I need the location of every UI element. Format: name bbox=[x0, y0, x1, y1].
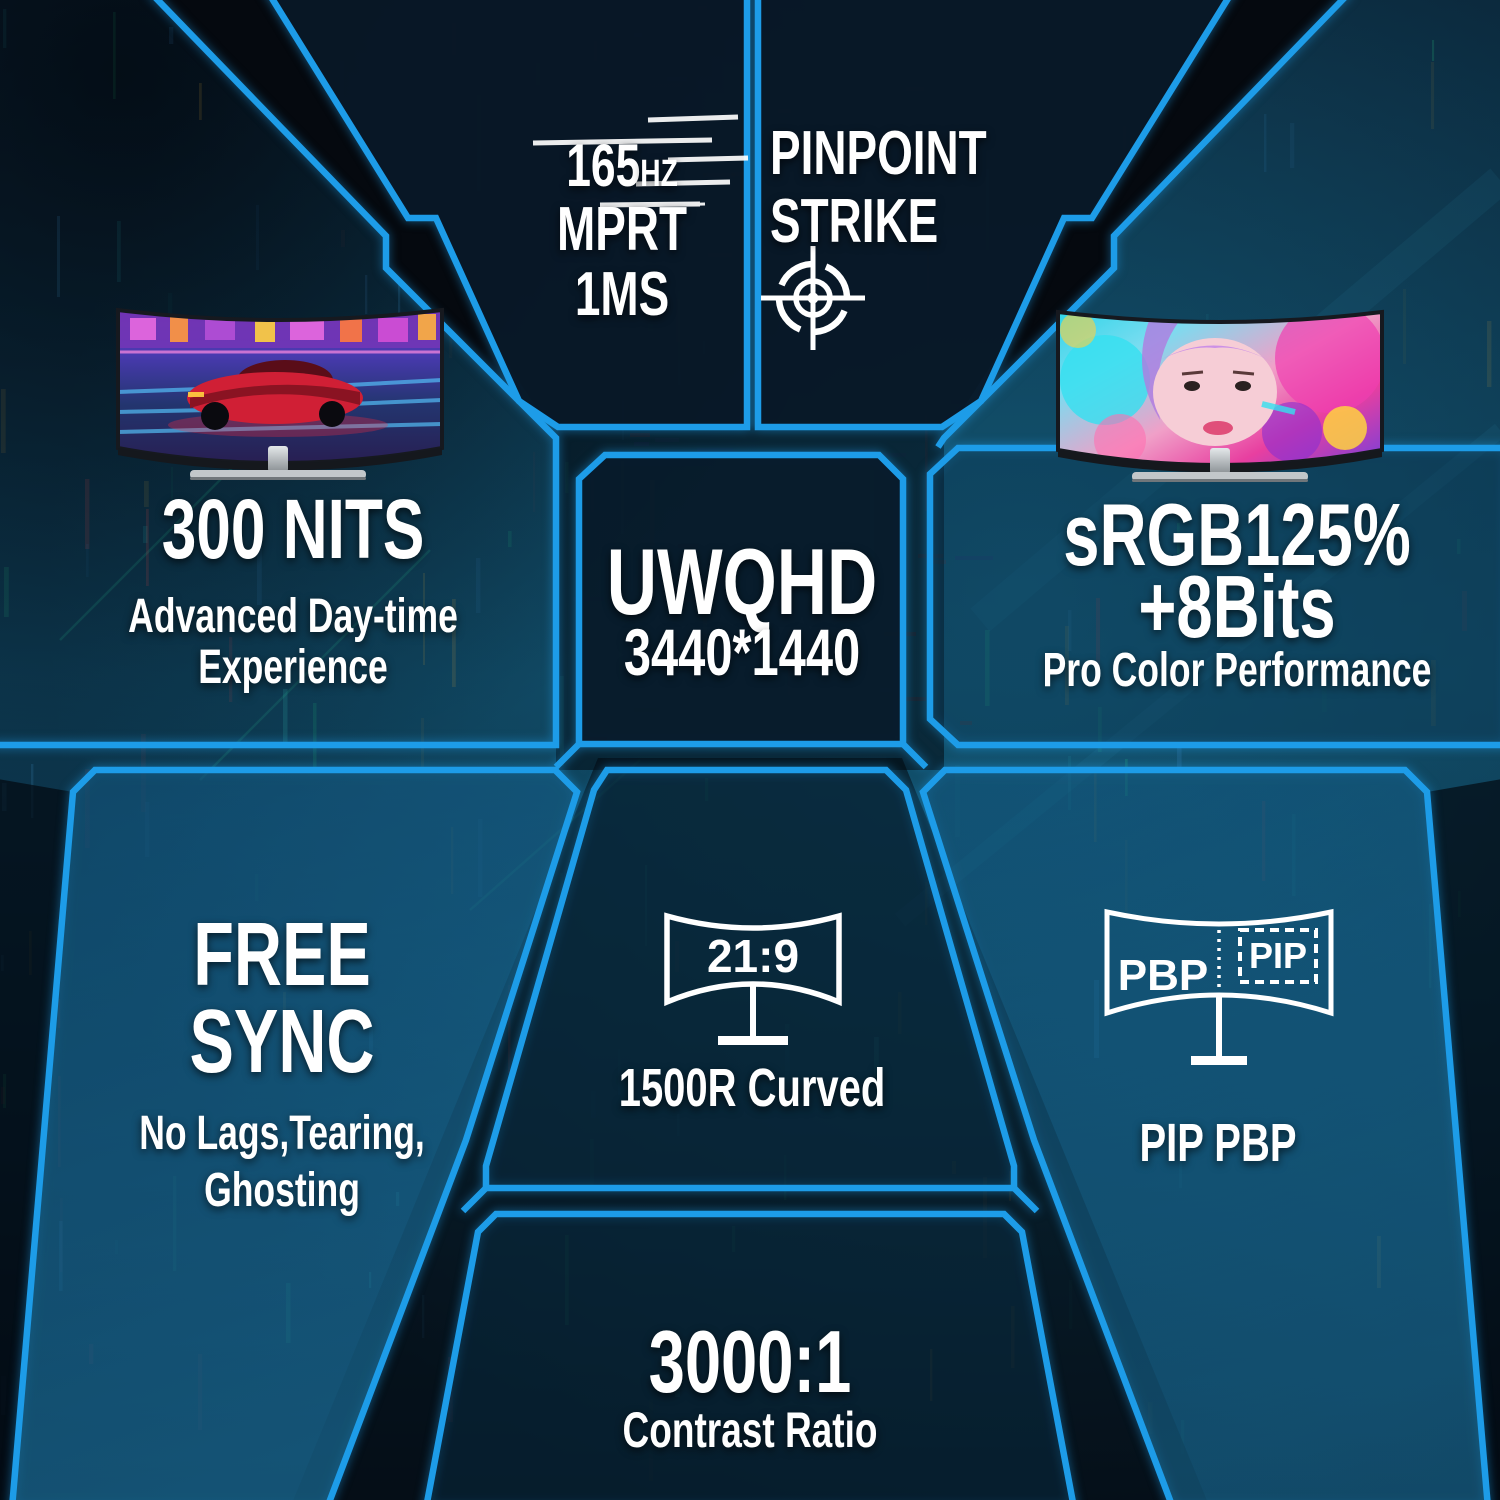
pbp-label: PBP bbox=[1118, 951, 1208, 1000]
brightness-subtitle-line1: Advanced Day-time bbox=[128, 590, 458, 643]
freesync-title-line1: FREE bbox=[193, 905, 371, 1005]
brightness-subtitle-line2: Experience bbox=[198, 641, 388, 694]
crosshair-target-icon bbox=[761, 246, 865, 350]
multiview-caption: PIP PBP bbox=[1139, 1113, 1297, 1173]
freesync-subtitle-line1: No Lags,Tearing, bbox=[139, 1107, 425, 1160]
resolution-subtitle: 3440*1440 bbox=[623, 615, 861, 689]
refresh-rate-value: 165HZ bbox=[547, 136, 698, 196]
pip-pbp-monitor-icon bbox=[1104, 908, 1334, 1065]
refresh-unit: HZ bbox=[640, 153, 678, 195]
curvature-caption: 1500R Curved bbox=[618, 1058, 886, 1118]
pinpoint-title-line2: STRIKE bbox=[770, 187, 939, 256]
curved-monitor-icon bbox=[664, 912, 842, 1045]
contrast-title: 3000:1 bbox=[648, 1312, 852, 1411]
color-gamut-subtitle: Pro Color Performance bbox=[1042, 644, 1432, 697]
refresh-number: 165 bbox=[566, 132, 641, 199]
refresh-mprt-label: MPRT bbox=[557, 195, 687, 264]
refresh-1ms-label: 1MS bbox=[574, 260, 670, 329]
contrast-subtitle: Contrast Ratio bbox=[622, 1402, 878, 1458]
brightness-title: 300 NITS bbox=[161, 482, 425, 576]
freesync-subtitle-line2: Ghosting bbox=[204, 1164, 360, 1217]
monitor-right-image bbox=[1056, 309, 1384, 482]
aspect-ratio-label: 21:9 bbox=[707, 930, 799, 982]
freesync-title-line2: SYNC bbox=[189, 992, 375, 1092]
pinpoint-title-line1: PINPOINT bbox=[770, 119, 987, 188]
speed-streaks bbox=[532, 114, 749, 208]
color-gamut-title-line1: sRGB125% bbox=[1063, 485, 1411, 584]
monitor-left-image bbox=[116, 307, 444, 480]
color-gamut-title-line2: +8Bits bbox=[1138, 557, 1336, 656]
pip-label: PIP bbox=[1249, 935, 1307, 976]
resolution-title: UWQHD bbox=[606, 529, 878, 634]
